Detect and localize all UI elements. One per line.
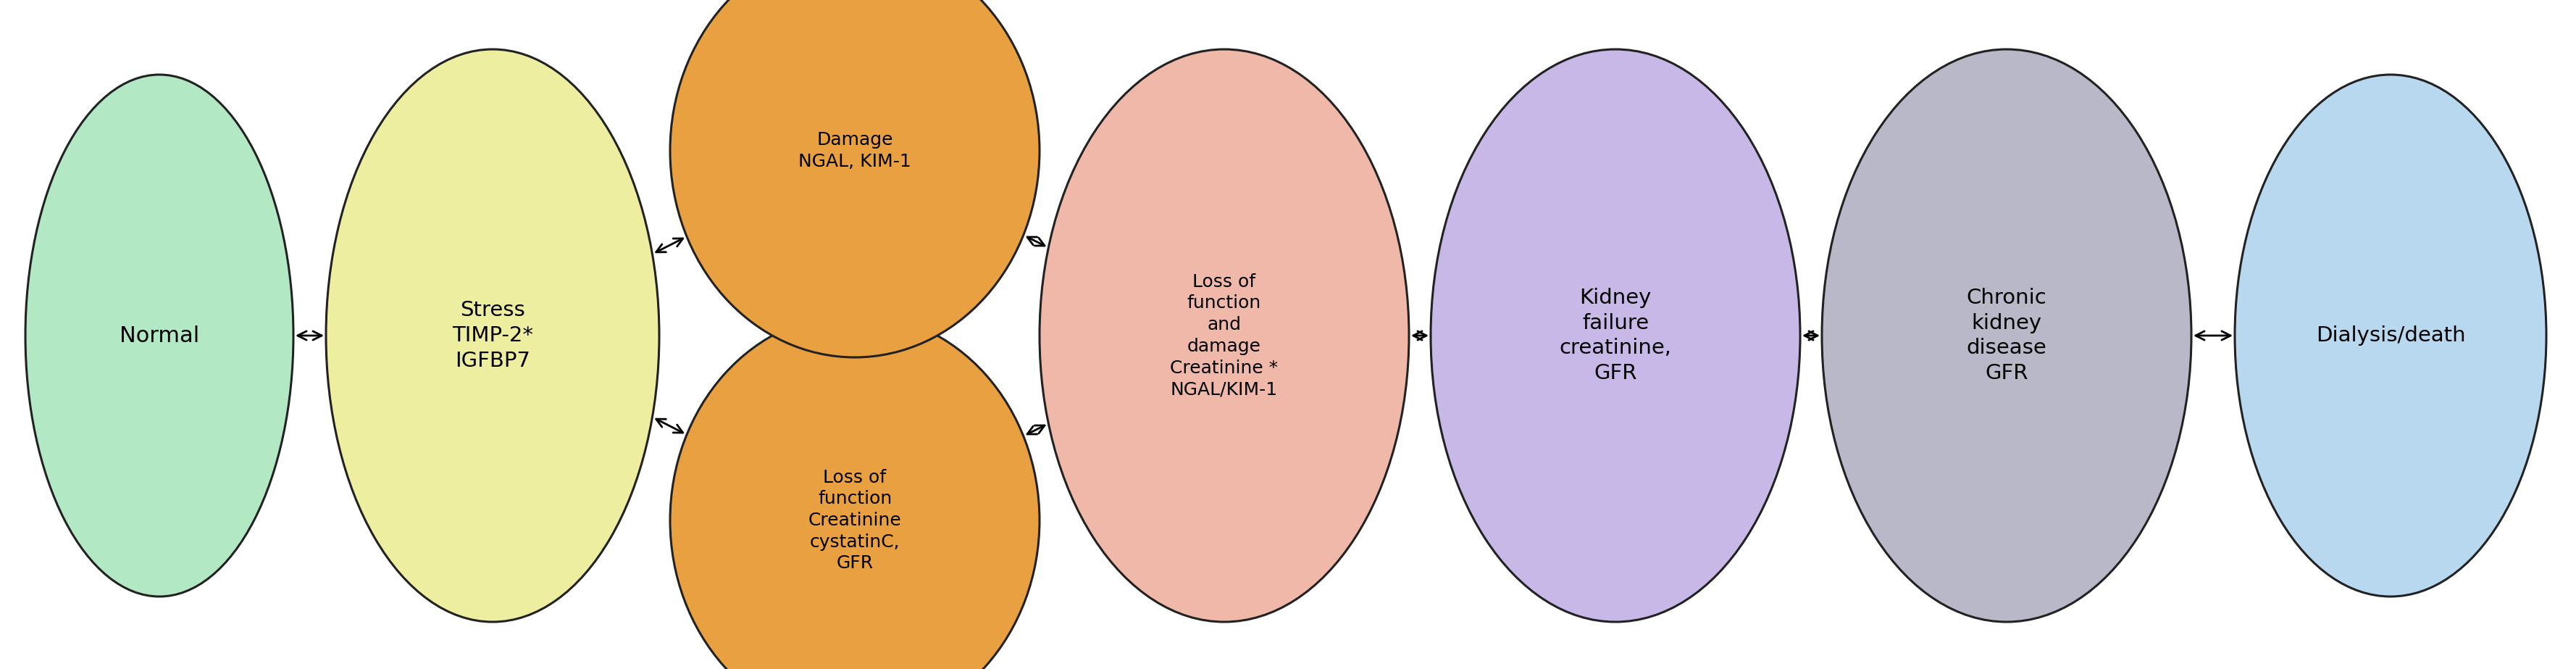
Text: Normal: Normal [118,325,198,346]
Text: Dialysis/death: Dialysis/death [2316,325,2465,346]
Text: Damage
NGAL, KIM-1: Damage NGAL, KIM-1 [799,131,912,170]
Ellipse shape [26,75,294,597]
Ellipse shape [1821,50,2192,622]
Ellipse shape [1430,50,1801,622]
Text: Chronic
kidney
disease
GFR: Chronic kidney disease GFR [1965,288,2048,383]
Ellipse shape [2236,75,2545,597]
Ellipse shape [670,314,1041,669]
Text: Loss of
function
and
damage
Creatinine *
NGAL/KIM-1: Loss of function and damage Creatinine *… [1170,273,1278,398]
Ellipse shape [670,0,1041,357]
Ellipse shape [1041,50,1409,622]
Text: Stress
TIMP-2*
IGFBP7: Stress TIMP-2* IGFBP7 [451,300,533,371]
Text: Loss of
function
Creatinine
cystatinC,
GFR: Loss of function Creatinine cystatinC, G… [809,469,902,572]
Ellipse shape [327,50,659,622]
Text: Kidney
failure
creatinine,
GFR: Kidney failure creatinine, GFR [1558,288,1672,383]
